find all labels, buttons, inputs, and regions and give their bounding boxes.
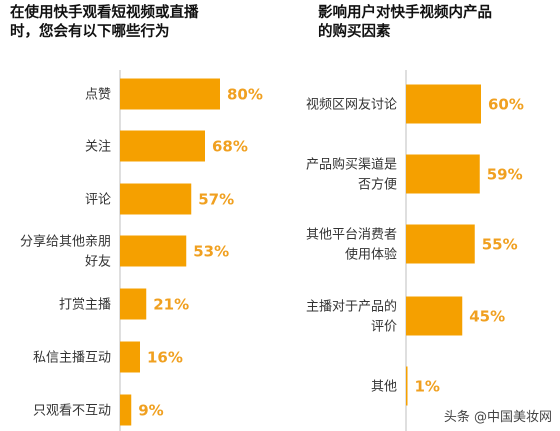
category-label-7: 只观看不互动	[33, 403, 111, 419]
bar-2	[406, 154, 480, 194]
bar-3	[406, 224, 475, 264]
value-label-1: 80%	[227, 86, 263, 104]
category-label-1: 点赞	[85, 88, 111, 103]
bar-7	[120, 394, 132, 426]
category-label-3: 其他平台消费者使用体验	[306, 228, 397, 263]
bar-5	[120, 288, 147, 320]
value-label-7: 9%	[138, 402, 163, 420]
chart-right-title: 影响用户对快手视频内产品 的购买因素	[318, 5, 492, 40]
value-label-5: 1%	[415, 378, 440, 396]
value-label-2: 59%	[487, 166, 523, 184]
bar-5	[406, 366, 408, 406]
value-label-6: 16%	[147, 349, 183, 367]
bar-6	[120, 341, 140, 373]
value-label-4: 45%	[469, 308, 505, 326]
value-label-4: 53%	[193, 243, 229, 261]
bar-4	[406, 296, 463, 336]
category-label-4: 分享给其他亲朋好友	[20, 234, 111, 270]
watermark-text: 头条 @中国美妆网	[443, 410, 552, 425]
bar-4	[120, 235, 187, 267]
category-label-2: 产品购买渠道是否方便	[306, 157, 397, 193]
value-label-1: 60%	[488, 96, 524, 114]
value-label-2: 68%	[212, 138, 248, 156]
chart-left-title: 在使用快手观看短视频或直播 时，您会有以下哪些行为	[10, 5, 199, 40]
category-label-6: 私信主播互动	[33, 351, 111, 366]
value-label-5: 21%	[153, 296, 189, 314]
category-label-2: 关注	[85, 140, 111, 155]
category-label-4: 主播对于产品的评价	[306, 299, 397, 335]
category-label-5: 打赏主播	[59, 298, 111, 313]
category-label-3: 评论	[85, 193, 111, 208]
watermark: 头条 @中国美妆网	[444, 406, 552, 425]
bar-2	[120, 130, 205, 162]
value-label-3: 55%	[482, 236, 518, 254]
bar-1	[120, 78, 220, 110]
bar-3	[120, 183, 192, 215]
bar-1	[406, 84, 481, 124]
category-label-1: 视频区网友讨论	[306, 97, 397, 113]
value-label-3: 57%	[198, 191, 234, 209]
category-label-5: 其他	[371, 380, 397, 395]
